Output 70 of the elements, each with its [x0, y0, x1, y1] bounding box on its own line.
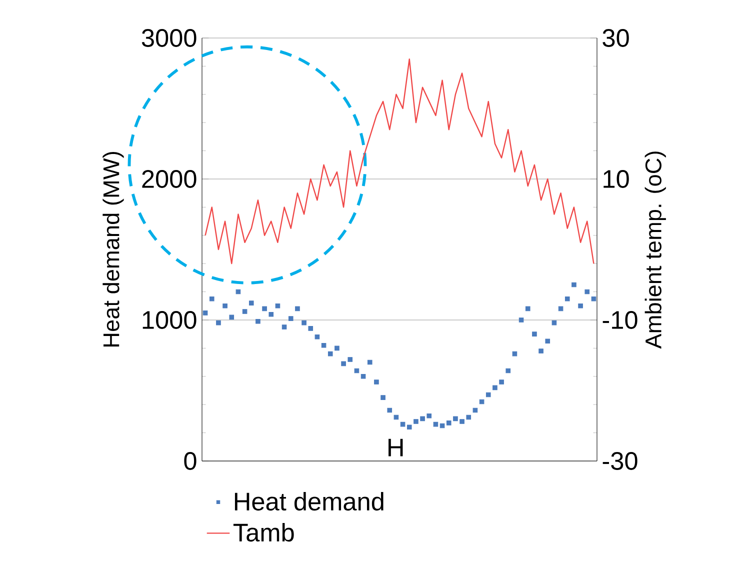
legend-label: Heat demand	[234, 492, 384, 511]
point	[288, 316, 294, 321]
point	[341, 361, 346, 366]
point	[578, 303, 583, 308]
y2-axis-title: Ambient temp. (oC)	[644, 152, 666, 349]
point	[256, 318, 260, 324]
point	[282, 324, 287, 330]
point	[512, 351, 518, 356]
point	[492, 385, 498, 390]
point	[295, 306, 300, 312]
point	[334, 346, 340, 351]
point	[242, 309, 248, 314]
y2-tick-label: -30	[602, 452, 638, 470]
point	[229, 314, 234, 320]
point	[348, 357, 353, 362]
point	[414, 419, 418, 424]
point	[314, 334, 320, 340]
point	[552, 320, 557, 326]
point	[532, 332, 537, 336]
point	[584, 289, 590, 294]
legend-label: Tamb	[233, 522, 294, 542]
point	[499, 380, 504, 384]
point	[308, 326, 314, 331]
point	[486, 392, 491, 398]
y-tick-label: 3000	[142, 29, 196, 47]
point	[472, 408, 478, 413]
point	[572, 282, 576, 288]
point	[460, 419, 464, 424]
point	[202, 310, 208, 316]
point	[321, 342, 326, 348]
point	[433, 422, 438, 427]
y-tick-label: 0	[184, 452, 196, 470]
y-axis-title: Heat demand (MW)	[102, 152, 124, 347]
point	[328, 351, 333, 356]
point	[506, 368, 511, 374]
point	[564, 296, 570, 302]
point	[518, 318, 524, 322]
point	[248, 300, 254, 306]
point	[466, 414, 472, 420]
point	[209, 296, 214, 302]
point	[387, 408, 392, 413]
point	[380, 395, 386, 400]
y2-tick-label: 30	[602, 29, 629, 47]
annotation: H	[388, 438, 403, 456]
point	[406, 424, 412, 430]
point	[591, 296, 596, 302]
point	[525, 306, 530, 312]
line-series	[204, 58, 594, 264]
point	[400, 422, 406, 427]
point	[222, 303, 228, 308]
point	[216, 320, 221, 326]
point	[262, 306, 267, 312]
point	[453, 416, 458, 422]
y2-tick-label: 10	[604, 170, 629, 188]
point	[367, 360, 372, 365]
point	[538, 348, 544, 354]
y-tick-label: 2000	[142, 170, 196, 188]
y-tick-label: 1000	[142, 311, 196, 329]
point	[268, 312, 274, 317]
point	[440, 423, 445, 428]
point	[374, 380, 379, 384]
point	[420, 416, 425, 422]
y2-tick-label: -10	[602, 311, 638, 329]
point	[545, 338, 550, 344]
point	[479, 399, 484, 404]
point	[302, 320, 306, 326]
point	[426, 413, 432, 418]
point	[360, 374, 366, 379]
point	[275, 303, 280, 308]
point	[446, 420, 452, 426]
